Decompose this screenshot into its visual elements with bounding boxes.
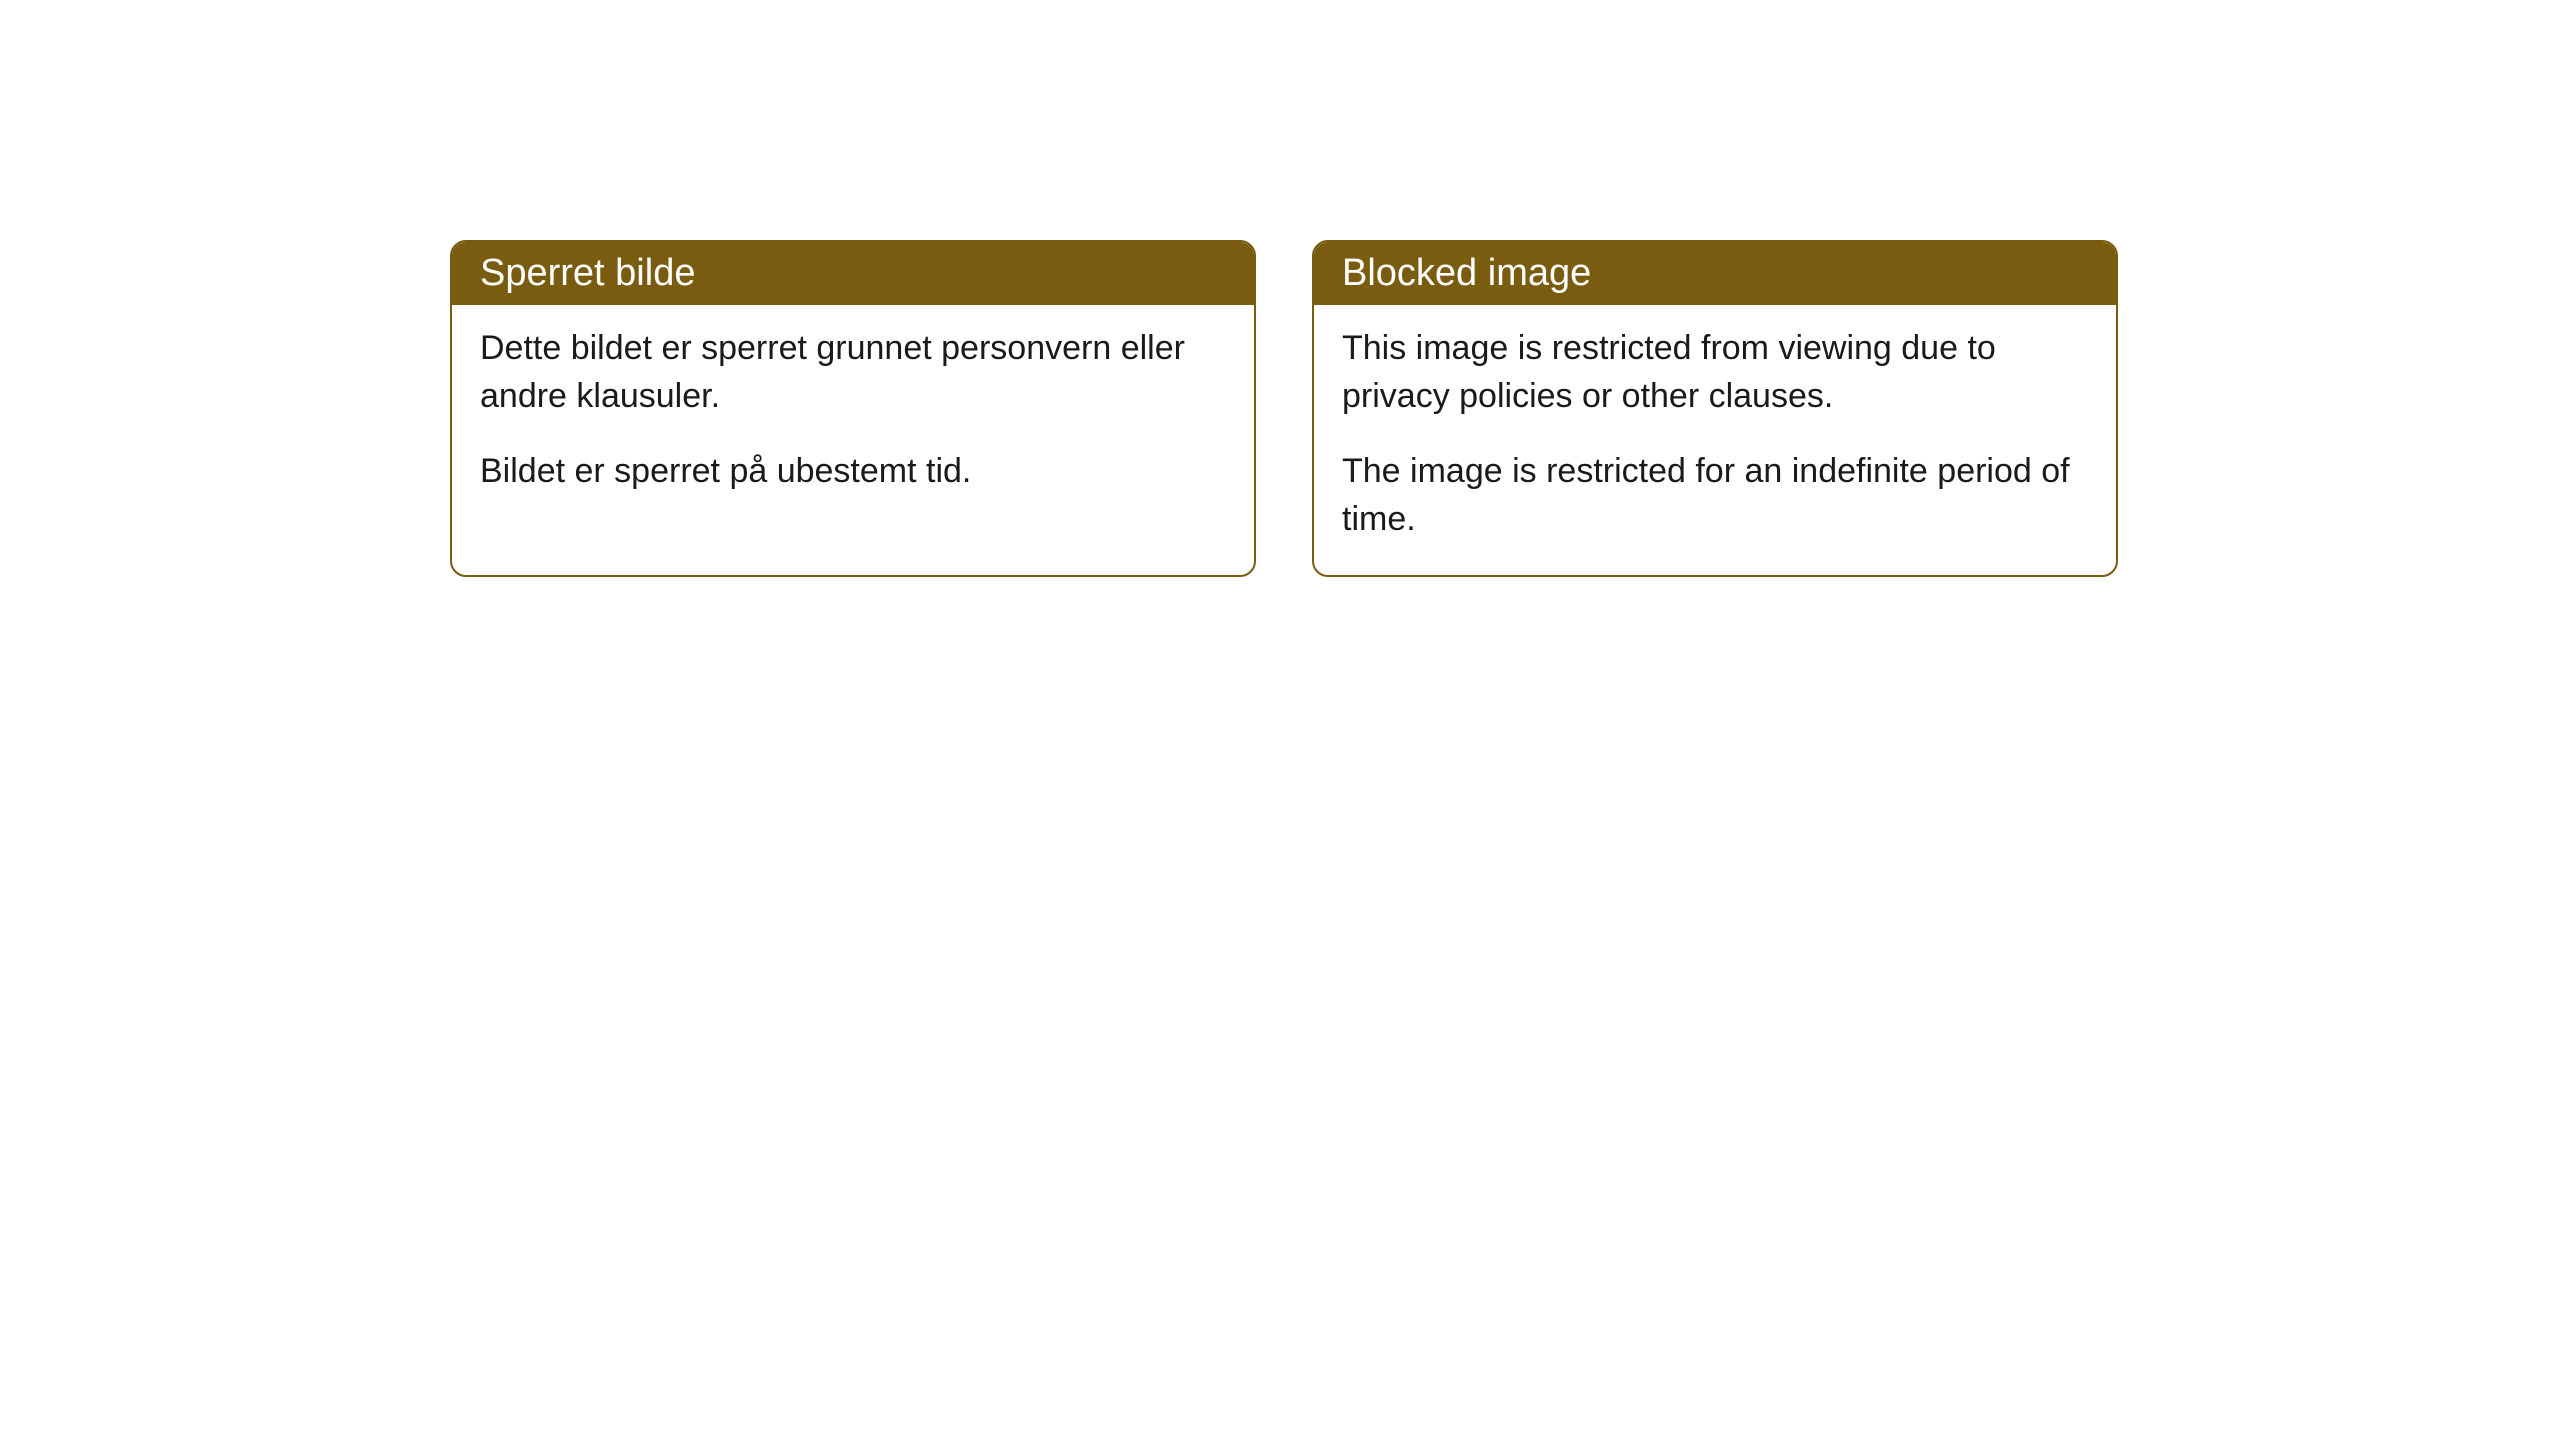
card-paragraph-1-english: This image is restricted from viewing du…: [1342, 325, 2088, 420]
card-paragraph-2-norwegian: Bildet er sperret på ubestemt tid.: [480, 448, 1226, 496]
card-header-english: Blocked image: [1314, 242, 2116, 305]
card-english: Blocked image This image is restricted f…: [1312, 240, 2118, 577]
card-norwegian: Sperret bilde Dette bildet er sperret gr…: [450, 240, 1256, 577]
card-paragraph-1-norwegian: Dette bildet er sperret grunnet personve…: [480, 325, 1226, 420]
notice-container: Sperret bilde Dette bildet er sperret gr…: [450, 240, 2118, 577]
card-title-norwegian: Sperret bilde: [480, 252, 695, 294]
card-paragraph-2-english: The image is restricted for an indefinit…: [1342, 448, 2088, 543]
card-body-english: This image is restricted from viewing du…: [1314, 305, 2116, 575]
card-body-norwegian: Dette bildet er sperret grunnet personve…: [452, 305, 1254, 528]
card-title-english: Blocked image: [1342, 252, 1591, 294]
card-header-norwegian: Sperret bilde: [452, 242, 1254, 305]
